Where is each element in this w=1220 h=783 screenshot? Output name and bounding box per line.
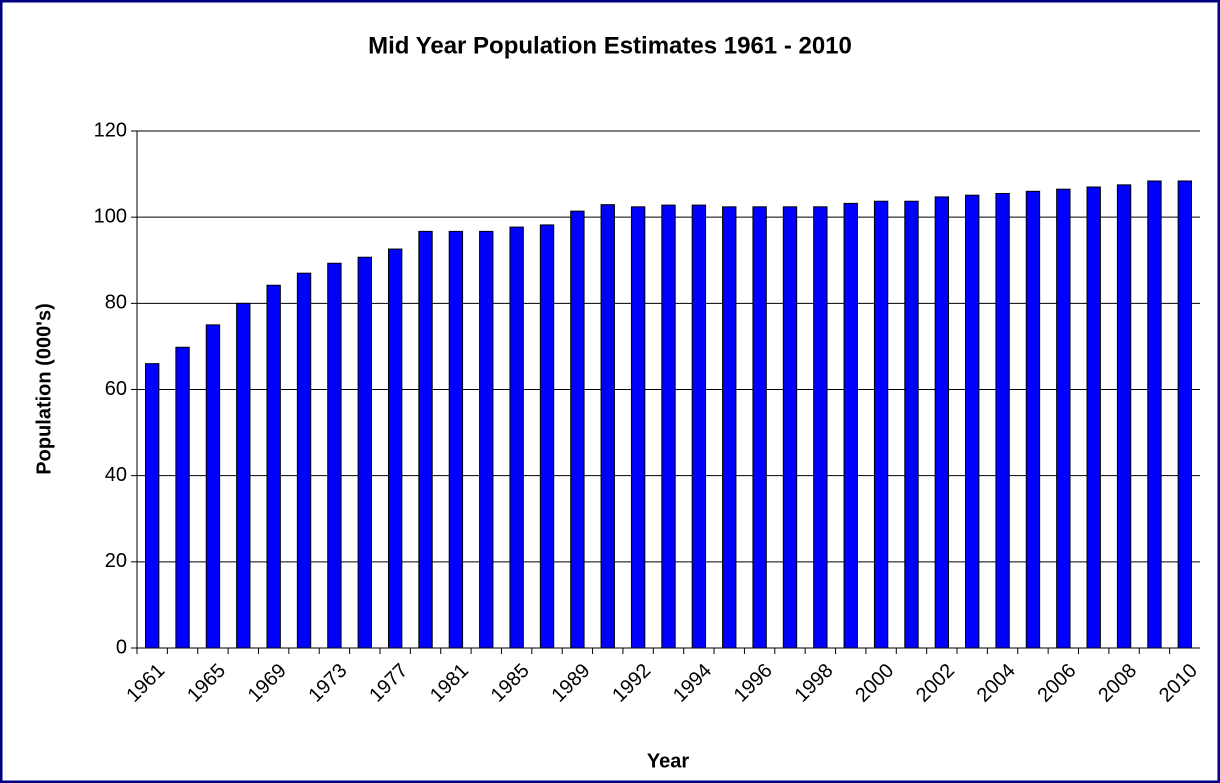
bar — [630, 206, 646, 649]
bar — [691, 204, 707, 649]
bar — [1116, 184, 1132, 649]
bar — [357, 256, 372, 649]
bar — [509, 226, 524, 649]
y-tick-label: 80 — [105, 292, 127, 314]
bar — [266, 284, 281, 649]
bar — [873, 200, 889, 649]
bar — [1086, 186, 1101, 649]
bar — [448, 230, 464, 649]
bar — [1177, 180, 1192, 649]
y-axis-title: Population (000's) — [33, 303, 55, 474]
bar — [1056, 188, 1071, 649]
bar — [965, 194, 980, 649]
bar — [387, 248, 403, 649]
bar — [813, 206, 828, 649]
bar — [175, 346, 190, 649]
bar — [570, 210, 585, 649]
bar — [236, 302, 251, 649]
bar — [1025, 190, 1041, 649]
bar — [296, 272, 312, 649]
bar — [782, 206, 798, 649]
bar — [752, 206, 767, 649]
bar — [205, 324, 221, 649]
bar — [722, 206, 737, 649]
chart-title: Mid Year Population Estimates 1961 - 201… — [368, 32, 852, 59]
bar — [600, 204, 615, 649]
bar — [327, 262, 342, 649]
y-tick-label: 60 — [105, 378, 127, 400]
y-tick-label: 100 — [94, 205, 127, 227]
bar — [661, 204, 676, 649]
y-tick-label: 20 — [105, 550, 127, 572]
bar — [904, 200, 919, 649]
bar — [934, 196, 950, 649]
y-tick-label: 120 — [94, 119, 127, 141]
bar — [539, 224, 555, 649]
bar — [843, 202, 858, 649]
bar — [995, 192, 1010, 649]
bar — [418, 230, 433, 649]
bar — [145, 363, 160, 649]
bar — [1147, 180, 1162, 649]
bar — [479, 230, 494, 649]
x-axis-title: Year — [647, 750, 689, 772]
y-tick-label: 40 — [105, 464, 127, 486]
y-tick-label: 0 — [116, 636, 127, 658]
